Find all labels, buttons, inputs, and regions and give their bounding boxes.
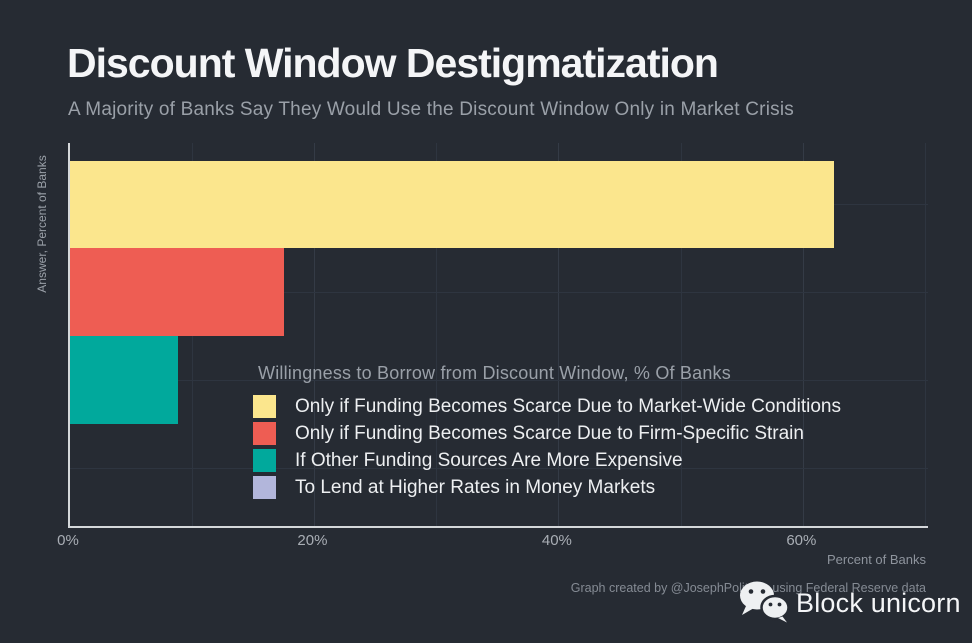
gridline-y xyxy=(70,379,928,381)
x-tick-label: 0% xyxy=(57,532,79,549)
gridline-x xyxy=(680,143,682,526)
x-axis-ticks: 0% 20% 40% 60% xyxy=(57,532,928,552)
plot-area xyxy=(68,143,928,528)
chart-subtitle: A Majority of Banks Say They Would Use t… xyxy=(68,99,794,120)
bar-1 xyxy=(70,248,284,336)
gridline-x xyxy=(802,143,804,526)
legend-item-label: To Lend at Higher Rates in Money Markets xyxy=(295,476,656,498)
gridline-x xyxy=(925,143,927,526)
brand-name: Block unicorn xyxy=(796,588,961,618)
x-tick-label: 20% xyxy=(297,532,328,549)
gridline-x xyxy=(558,143,560,526)
legend-item-label: If Other Funding Sources Are More Expens… xyxy=(295,449,683,471)
legend-swatch xyxy=(253,449,276,472)
legend-item: Only if Funding Becomes Scarce Due to Ma… xyxy=(253,395,841,418)
x-tick-label: 60% xyxy=(786,532,817,549)
legend-swatch xyxy=(253,422,276,445)
legend-item-label: Only if Funding Becomes Scarce Due to Ma… xyxy=(295,395,841,417)
legend-swatch xyxy=(253,476,276,499)
legend-item-label: Only if Funding Becomes Scarce Due to Fi… xyxy=(295,422,804,444)
legend: Willingness to Borrow from Discount Wind… xyxy=(253,363,841,503)
wechat-icon xyxy=(737,579,791,628)
legend-items: Only if Funding Becomes Scarce Due to Ma… xyxy=(253,395,841,499)
gridline-y xyxy=(70,467,928,469)
brand-watermark: Block unicorn xyxy=(737,579,961,628)
bar-0 xyxy=(70,160,834,249)
legend-title: Willingness to Borrow from Discount Wind… xyxy=(258,363,731,383)
legend-swatch xyxy=(253,395,276,418)
y-axis-title: Answer, Percent of Banks xyxy=(35,155,49,293)
legend-item: If Other Funding Sources Are More Expens… xyxy=(253,449,841,472)
legend-item: Only if Funding Becomes Scarce Due to Fi… xyxy=(253,422,841,445)
gridline-y xyxy=(70,292,928,294)
legend-item: To Lend at Higher Rates in Money Markets xyxy=(253,476,841,499)
gridline-x xyxy=(313,143,315,526)
x-tick-label: 40% xyxy=(541,532,572,549)
bar-2 xyxy=(70,336,178,424)
chart-title: Discount Window Destigmatization xyxy=(67,40,719,86)
gridline-x xyxy=(436,143,438,526)
x-axis-title: Percent of Banks xyxy=(827,552,926,567)
